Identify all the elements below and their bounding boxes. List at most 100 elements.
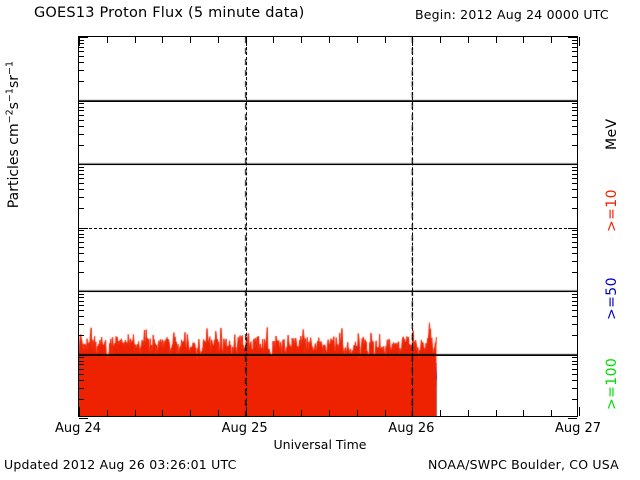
y-tick-minor [79,70,84,72]
y-tick-minor [79,368,84,370]
x-tick-minor [551,37,553,43]
gridline-solid [79,100,577,102]
x-tick-major [412,37,414,46]
y-tick-minor [79,252,84,254]
x-tick-minor [190,410,192,416]
y-tick-minor [79,39,84,41]
y-tick-major [79,100,88,102]
y-tick-minor [79,241,84,243]
y-axis-title: Particles cm−2s−1sr−1 [4,60,22,209]
y-tick-minor [572,252,577,254]
y-tick-minor [572,144,577,146]
legend-p100: >=100 [604,357,620,410]
y-tick-minor [572,56,577,58]
y-tick-minor [79,51,84,53]
legend-p10: >=10 [604,189,620,232]
y-tick-minor [572,260,577,262]
y-tick-major [79,418,88,419]
y-tick-minor [79,189,84,191]
y-tick-major [79,164,88,165]
y-tick-minor [572,316,577,318]
y-tick-minor [79,310,84,312]
y-tick-major [568,164,577,165]
legend-units: MeV [604,118,620,150]
y-tick-minor [79,305,84,307]
gridline-solid [79,164,577,165]
y-tick-major [79,291,88,292]
y-tick-minor [79,360,84,362]
y-tick-minor [572,368,577,370]
y-tick-minor [79,387,84,389]
y-tick-minor [572,70,577,72]
y-tick-major [79,37,88,38]
y-tick-major [79,354,88,356]
x-tick-minor [217,410,219,416]
y-tick-minor [572,81,577,83]
x-tick-minor [495,410,497,416]
y-tick-minor [79,62,84,64]
y-tick-minor [79,178,84,180]
x-tick-minor [273,410,275,416]
y-tick-minor [572,197,577,199]
x-tick-major [579,37,580,46]
y-tick-minor [79,335,84,337]
y-tick-minor [79,300,84,302]
y-tick-minor [79,230,84,232]
y-tick-minor [572,106,577,108]
gridline-solid [79,291,577,292]
x-tick-minor [106,37,108,43]
y-tick-minor [79,297,84,299]
y-tick-minor [79,208,84,210]
y-tick-minor [572,364,577,366]
x-tick-major [79,407,80,416]
y-tick-minor [572,293,577,295]
y-tick-major [568,37,577,38]
x-tick-minor [162,37,164,43]
y-tick-minor [572,170,577,172]
y-tick-minor [572,357,577,359]
x-tick-minor [523,410,525,416]
y-tick-minor [572,178,577,180]
x-tick-minor [356,410,358,416]
x-tick-major [245,37,247,46]
x-tick-minor [134,410,136,416]
y-tick-minor [79,170,84,172]
y-tick-minor [79,197,84,199]
x-tick-minor [384,410,386,416]
y-tick-minor [79,110,84,112]
y-tick-minor [79,81,84,83]
x-tick-label: Aug 26 [388,421,435,436]
y-tick-minor [572,119,577,121]
y-tick-minor [79,144,84,146]
y-tick-minor [572,373,577,375]
y-tick-minor [572,335,577,337]
y-tick-minor [572,297,577,299]
y-tick-minor [572,233,577,235]
y-tick-minor [572,125,577,127]
y-tick-minor [572,43,577,45]
y-tick-minor [572,300,577,302]
y-tick-minor [79,237,84,239]
y-tick-major [568,418,577,419]
y-tick-minor [572,133,577,135]
y-tick-minor [572,46,577,48]
y-tick-major [568,291,577,292]
y-tick-minor [572,208,577,210]
x-tick-major [412,407,414,416]
y-tick-minor [79,246,84,248]
y-tick-major [568,100,577,102]
gridline-dashed [79,227,577,229]
y-tick-minor [79,183,84,185]
day-divider [245,37,247,416]
x-tick-minor [495,37,497,43]
y-tick-minor [572,166,577,168]
y-tick-minor [572,103,577,105]
x-tick-minor [134,37,136,43]
y-tick-minor [572,271,577,273]
gridline-solid [79,354,577,356]
y-tick-minor [572,237,577,239]
y-tick-minor [79,56,84,58]
y-tick-minor [572,310,577,312]
x-tick-major [245,407,247,416]
